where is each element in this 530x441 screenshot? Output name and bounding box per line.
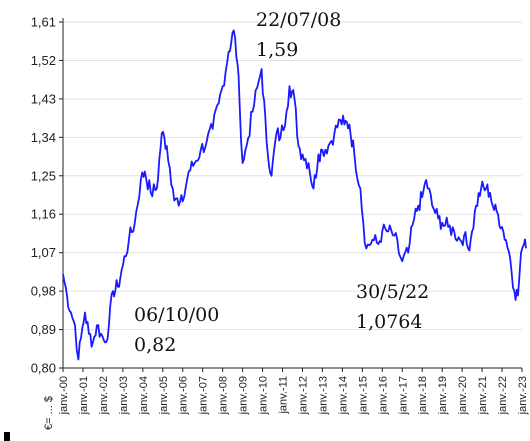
annotation-low-date: 06/10/00 [134, 304, 219, 326]
annotation-recent-value: 1,0764 [356, 311, 422, 333]
y-tick-label: 1,61 [31, 15, 56, 30]
x-tick-label: janv.-10 [258, 376, 270, 415]
x-tick-label: janv.-20 [457, 376, 469, 415]
x-tick-label: janv.-13 [317, 376, 329, 415]
annotation-low: 06/10/00 0,82 [134, 304, 219, 356]
y-tick-label: 0,89 [31, 322, 56, 337]
x-tick-label: janv.-01 [78, 376, 90, 415]
y-tick-label: 1,43 [31, 91, 56, 106]
unit-label: €= ... $ [43, 396, 55, 430]
x-tick-label: janv.-22 [497, 376, 509, 415]
x-tick-label: janv.-17 [397, 376, 409, 415]
annotation-peak-date: 22/07/08 [256, 9, 341, 31]
x-tick-label: janv.-16 [377, 376, 389, 415]
x-tick-label: janv.-19 [437, 376, 449, 415]
x-tick-label: janv.-04 [138, 376, 150, 415]
gridlines [63, 21, 522, 331]
annotation-recent-date: 30/5/22 [356, 281, 429, 303]
x-tick-label: janv.-23 [517, 376, 529, 415]
annotation-peak: 22/07/08 1,59 [256, 9, 341, 61]
x-tick-label: janv.-21 [477, 376, 489, 415]
y-axis-ticks: 0,80 0,89 0,98 1,07 1,16 1,25 1,34 1,43 1,52 1,61 [31, 15, 63, 376]
annotation-recent: 30/5/22 1,0764 [356, 281, 429, 333]
eurusd-series-line [62, 29, 527, 361]
x-tick-label: janv.-14 [337, 376, 349, 415]
x-tick-label: janv.-18 [417, 376, 429, 415]
annotation-peak-value: 1,59 [256, 39, 298, 61]
x-tick-label: janv.-06 [178, 376, 190, 415]
x-tick-label: janv.-05 [158, 376, 170, 415]
x-tick-label: janv.-12 [297, 376, 309, 415]
x-tick-label: janv.-08 [218, 376, 230, 415]
x-tick-label: janv.-15 [357, 376, 369, 415]
x-tick-label: janv.-09 [238, 376, 250, 415]
corner-marker [4, 432, 10, 441]
x-tick-label: janv.-07 [198, 376, 210, 415]
x-tick-label: janv.-02 [98, 376, 110, 415]
y-tick-label: 1,34 [31, 130, 56, 145]
y-tick-label: 0,98 [31, 284, 56, 299]
x-tick-label: janv.-11 [278, 376, 290, 415]
y-tick-label: 1,52 [31, 53, 56, 68]
x-tick-label: janv.-00 [58, 376, 70, 415]
x-tick-label: janv.-03 [118, 376, 130, 415]
annotation-low-value: 0,82 [134, 334, 176, 356]
x-axis-ticks: janv.-00 janv.-01 janv.-02 janv.-03 janv.-04… [58, 368, 529, 415]
y-tick-label: 1,07 [31, 245, 56, 260]
y-tick-label: 1,25 [31, 168, 56, 183]
y-tick-label: 1,16 [31, 207, 56, 222]
y-tick-label: 0,80 [31, 361, 56, 376]
